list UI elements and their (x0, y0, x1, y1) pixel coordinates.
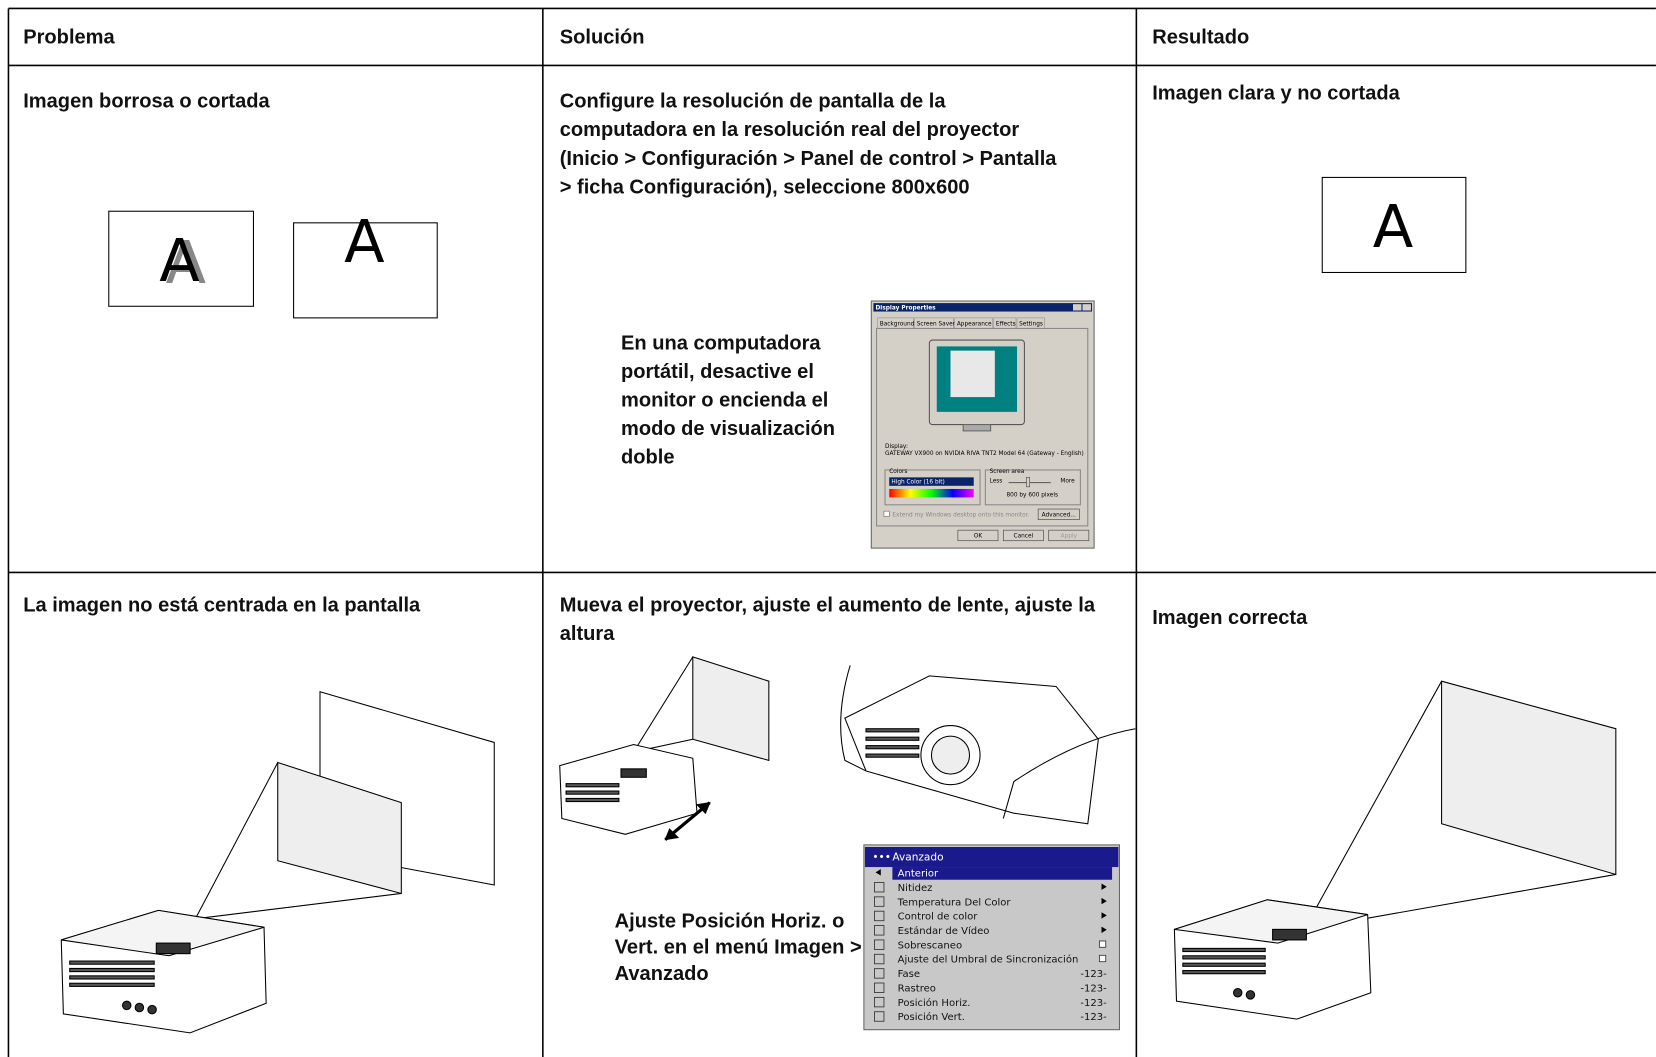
submenu-arrow (1101, 912, 1107, 919)
menu-item: Anterior (898, 869, 939, 880)
menu-item: Rastreo (898, 983, 936, 994)
menu-item: Nitidez (898, 883, 933, 894)
cut-letter: A (344, 207, 384, 276)
submenu-arrow (1101, 897, 1107, 905)
menu-item: Temperatura Del Color (897, 897, 1012, 908)
cut-frame (293, 222, 438, 319)
menu-title: Avanzado (892, 852, 943, 864)
tab-label: Screen Saver (917, 321, 956, 327)
menu-value: -123- (1080, 998, 1107, 1009)
solution-text: Configure la resolución de pantalla de l… (559, 90, 1057, 199)
menu-icon (874, 939, 885, 950)
header-cell: Solución (559, 26, 645, 49)
blurred-frame (108, 210, 254, 307)
display-dialog: Display Properties Background Screen Save… (870, 300, 1095, 549)
less-label: Less (990, 479, 1003, 485)
checkbox (1098, 940, 1107, 948)
menu-item: Posición Horiz. (898, 997, 971, 1009)
dialog-title: Display Properties (876, 305, 937, 311)
solution-note: En una computadora portátil, desactive e… (620, 332, 836, 469)
clear-letter: A (1373, 192, 1413, 261)
resolution: 800 by 600 pixels (1006, 492, 1058, 498)
advanced-menu: ••• Avanzado Anterior Nitidez Temperatura … (863, 844, 1120, 1031)
extend-label: Extend my Windows desktop onto this moni… (892, 512, 1029, 518)
dialog-button (1048, 529, 1090, 542)
result-text: Imagen correcta (1152, 607, 1308, 630)
blurred-letter: A (159, 226, 199, 295)
table-lines (7, 7, 1656, 1057)
dialog-button-label: Cancel (1014, 534, 1034, 540)
more-label: More (1060, 479, 1075, 485)
menu-icon (874, 953, 885, 965)
dialog-button (957, 529, 999, 542)
tab-label: Appearance (957, 321, 992, 327)
move-illustration (559, 656, 1136, 841)
menu-value: -123- (1080, 1012, 1107, 1023)
menu-icon (874, 925, 885, 936)
dialog-button-label: OK (974, 534, 983, 540)
header-cell: Problema (23, 26, 115, 49)
checkbox (1098, 954, 1107, 963)
correct-illustration (1173, 680, 1617, 1020)
problem-text: La imagen no está centrada en la pantall… (23, 594, 421, 617)
tab-label: Effects (996, 321, 1016, 327)
menu-item: Estándar de Vídeo (898, 925, 990, 937)
ghost-letter: A (166, 228, 206, 297)
menu-highlight (892, 867, 1113, 880)
display-name: GATEWAY VX900 on NVIDIA RIVA TNT2 Model … (885, 451, 1084, 457)
colors-label: Colors (889, 469, 907, 475)
menu-item: Posición Vert. (898, 1011, 965, 1023)
menu-icon (874, 996, 885, 1008)
menu-item: Fase (898, 969, 920, 980)
menu-value: -123- (1080, 969, 1107, 980)
colors-value: High Color (16 bit) (891, 480, 944, 486)
dialog-button (1037, 508, 1080, 520)
menu-item: Control de color (898, 912, 979, 923)
result-text: Imagen clara y no cortada (1152, 82, 1400, 105)
menu-icon (874, 896, 885, 907)
dialog-button-label: Apply (1061, 534, 1078, 540)
submenu-arrow (1101, 926, 1107, 933)
solution-text: Mueva el proyector, ajuste el aumento de… (559, 594, 1096, 646)
menu-value: -123- (1080, 983, 1107, 994)
submenu-arrow (1101, 883, 1107, 890)
problem-text: Imagen borrosa o cortada (23, 90, 270, 114)
svg-text:•••: ••• (872, 852, 891, 864)
menu-item: Ajuste del Umbral de Sincronización (898, 954, 1079, 966)
menu-icon (874, 882, 885, 893)
dialog-button (1002, 529, 1044, 542)
display-label: Display: (885, 444, 908, 450)
tab-label: Settings (1019, 321, 1043, 327)
menu-icon (874, 1011, 885, 1022)
menu-icon (874, 910, 885, 922)
header-cell: Resultado (1152, 26, 1250, 49)
menu-icon (874, 982, 885, 993)
solution-note: Ajuste Posición Horiz. o Vert. en el men… (614, 910, 862, 986)
off-center-illustration (60, 691, 495, 1034)
back-arrow (875, 869, 881, 876)
menu-icon (874, 968, 885, 979)
dialog-button-label: Advanced... (1042, 512, 1076, 518)
menu-item: Sobrescaneo (898, 940, 962, 951)
tab-label: Background (880, 321, 915, 327)
clear-frame (1321, 176, 1467, 274)
screen-area-label: Screen area (990, 469, 1025, 475)
